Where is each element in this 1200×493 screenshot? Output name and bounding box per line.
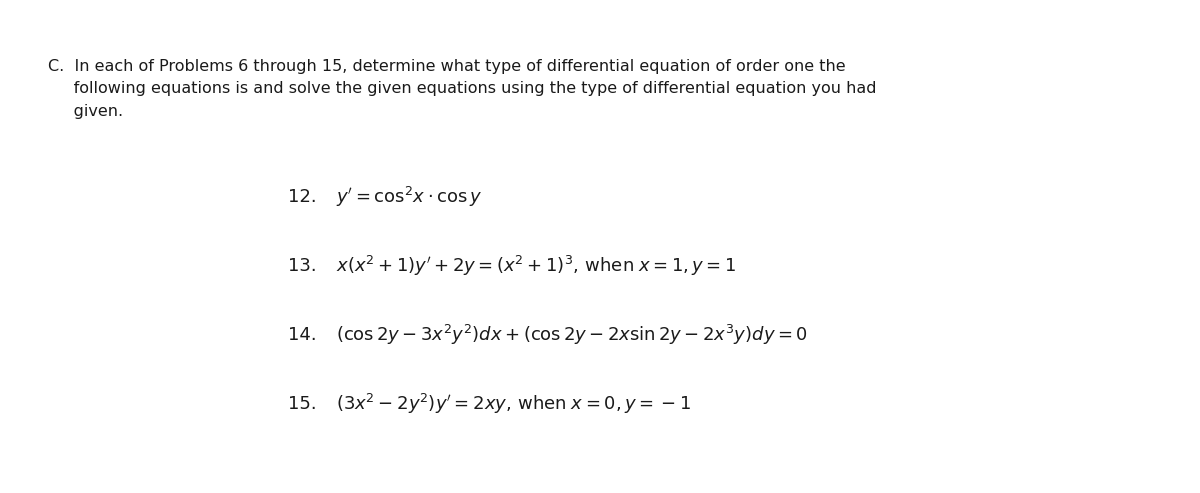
Text: 12.: 12. (288, 188, 317, 206)
Text: $y' = \cos^2\!x \cdot \cos y$: $y' = \cos^2\!x \cdot \cos y$ (336, 185, 482, 209)
Text: 13.: 13. (288, 257, 317, 275)
Text: 15.: 15. (288, 395, 317, 413)
Text: 14.: 14. (288, 326, 317, 344)
Text: $(\cos 2y - 3x^2y^2)dx + (\cos 2y - 2x \sin 2y - 2x^3y)dy = 0$: $(\cos 2y - 3x^2y^2)dx + (\cos 2y - 2x \… (336, 323, 808, 347)
Text: $x(x^2 + 1)y' + 2y = (x^2 + 1)^3,\, \mathrm{when}\; x = 1, y = 1$: $x(x^2 + 1)y' + 2y = (x^2 + 1)^3,\, \mat… (336, 254, 737, 278)
Text: $(3x^2 - 2y^2)y' = 2xy,\, \mathrm{when}\; x = 0, y = -1$: $(3x^2 - 2y^2)y' = 2xy,\, \mathrm{when}\… (336, 392, 691, 416)
Text: C.  In each of Problems 6 through 15, determine what type of differential equati: C. In each of Problems 6 through 15, det… (48, 59, 876, 118)
